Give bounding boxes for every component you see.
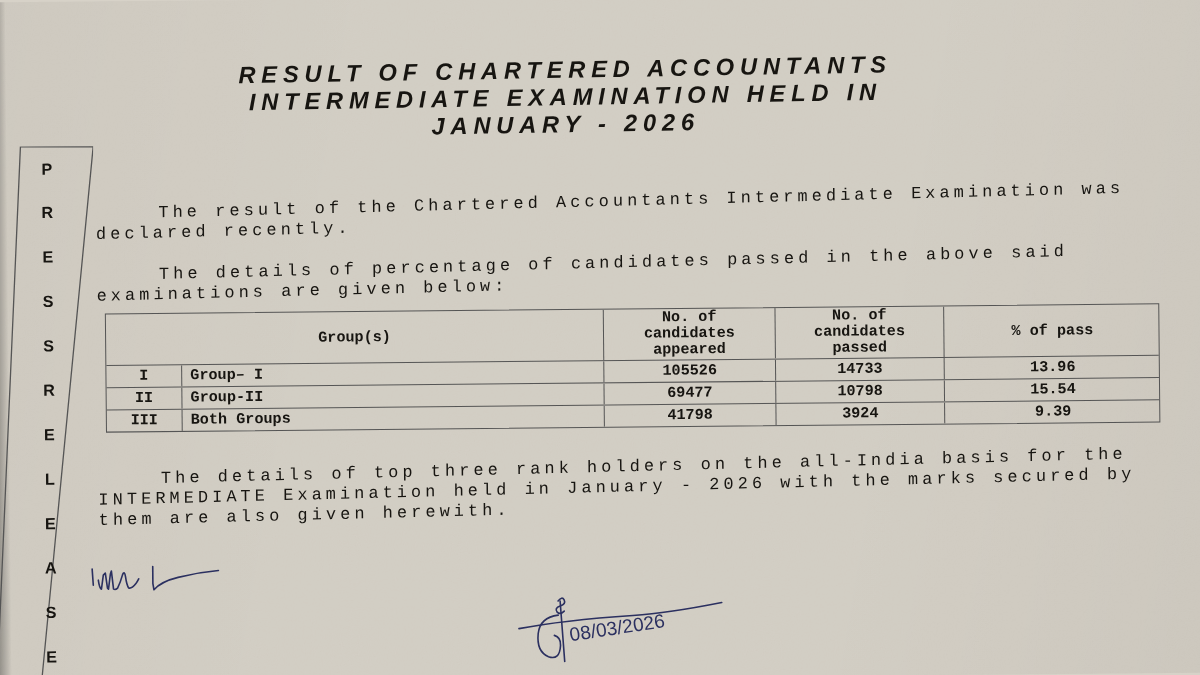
svg-text:08/03/2026: 08/03/2026 (568, 610, 666, 645)
